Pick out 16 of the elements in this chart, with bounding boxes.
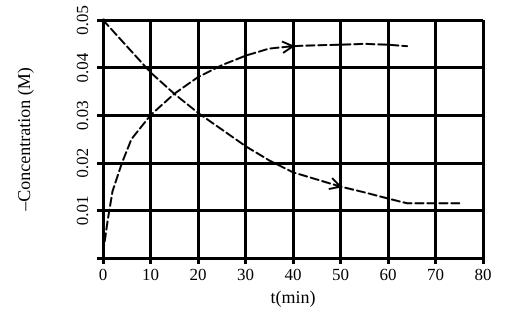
x-tick-label: 40 [284, 265, 302, 284]
x-tick-label: 0 [98, 265, 108, 284]
x-tick-label: 20 [190, 265, 206, 284]
x-axis-title: t(min) [270, 286, 316, 307]
y-tick-label: 0.04 [73, 52, 92, 82]
x-tick-label: 70 [427, 265, 444, 284]
x-tick-label: 80 [474, 265, 492, 284]
x-tick-label: 30 [237, 265, 254, 284]
y-axis-title: –Concentration (M) [14, 67, 34, 212]
y-tick-label: 0.03 [73, 100, 92, 130]
x-tick-label: 60 [380, 265, 396, 284]
x-tick-label: 50 [332, 265, 349, 284]
x-tick-label: 10 [142, 265, 159, 284]
y-tick-label: 0.02 [73, 148, 92, 178]
y-tick-label: 0.05 [73, 5, 92, 35]
y-tick-label: 0.01 [73, 196, 92, 226]
